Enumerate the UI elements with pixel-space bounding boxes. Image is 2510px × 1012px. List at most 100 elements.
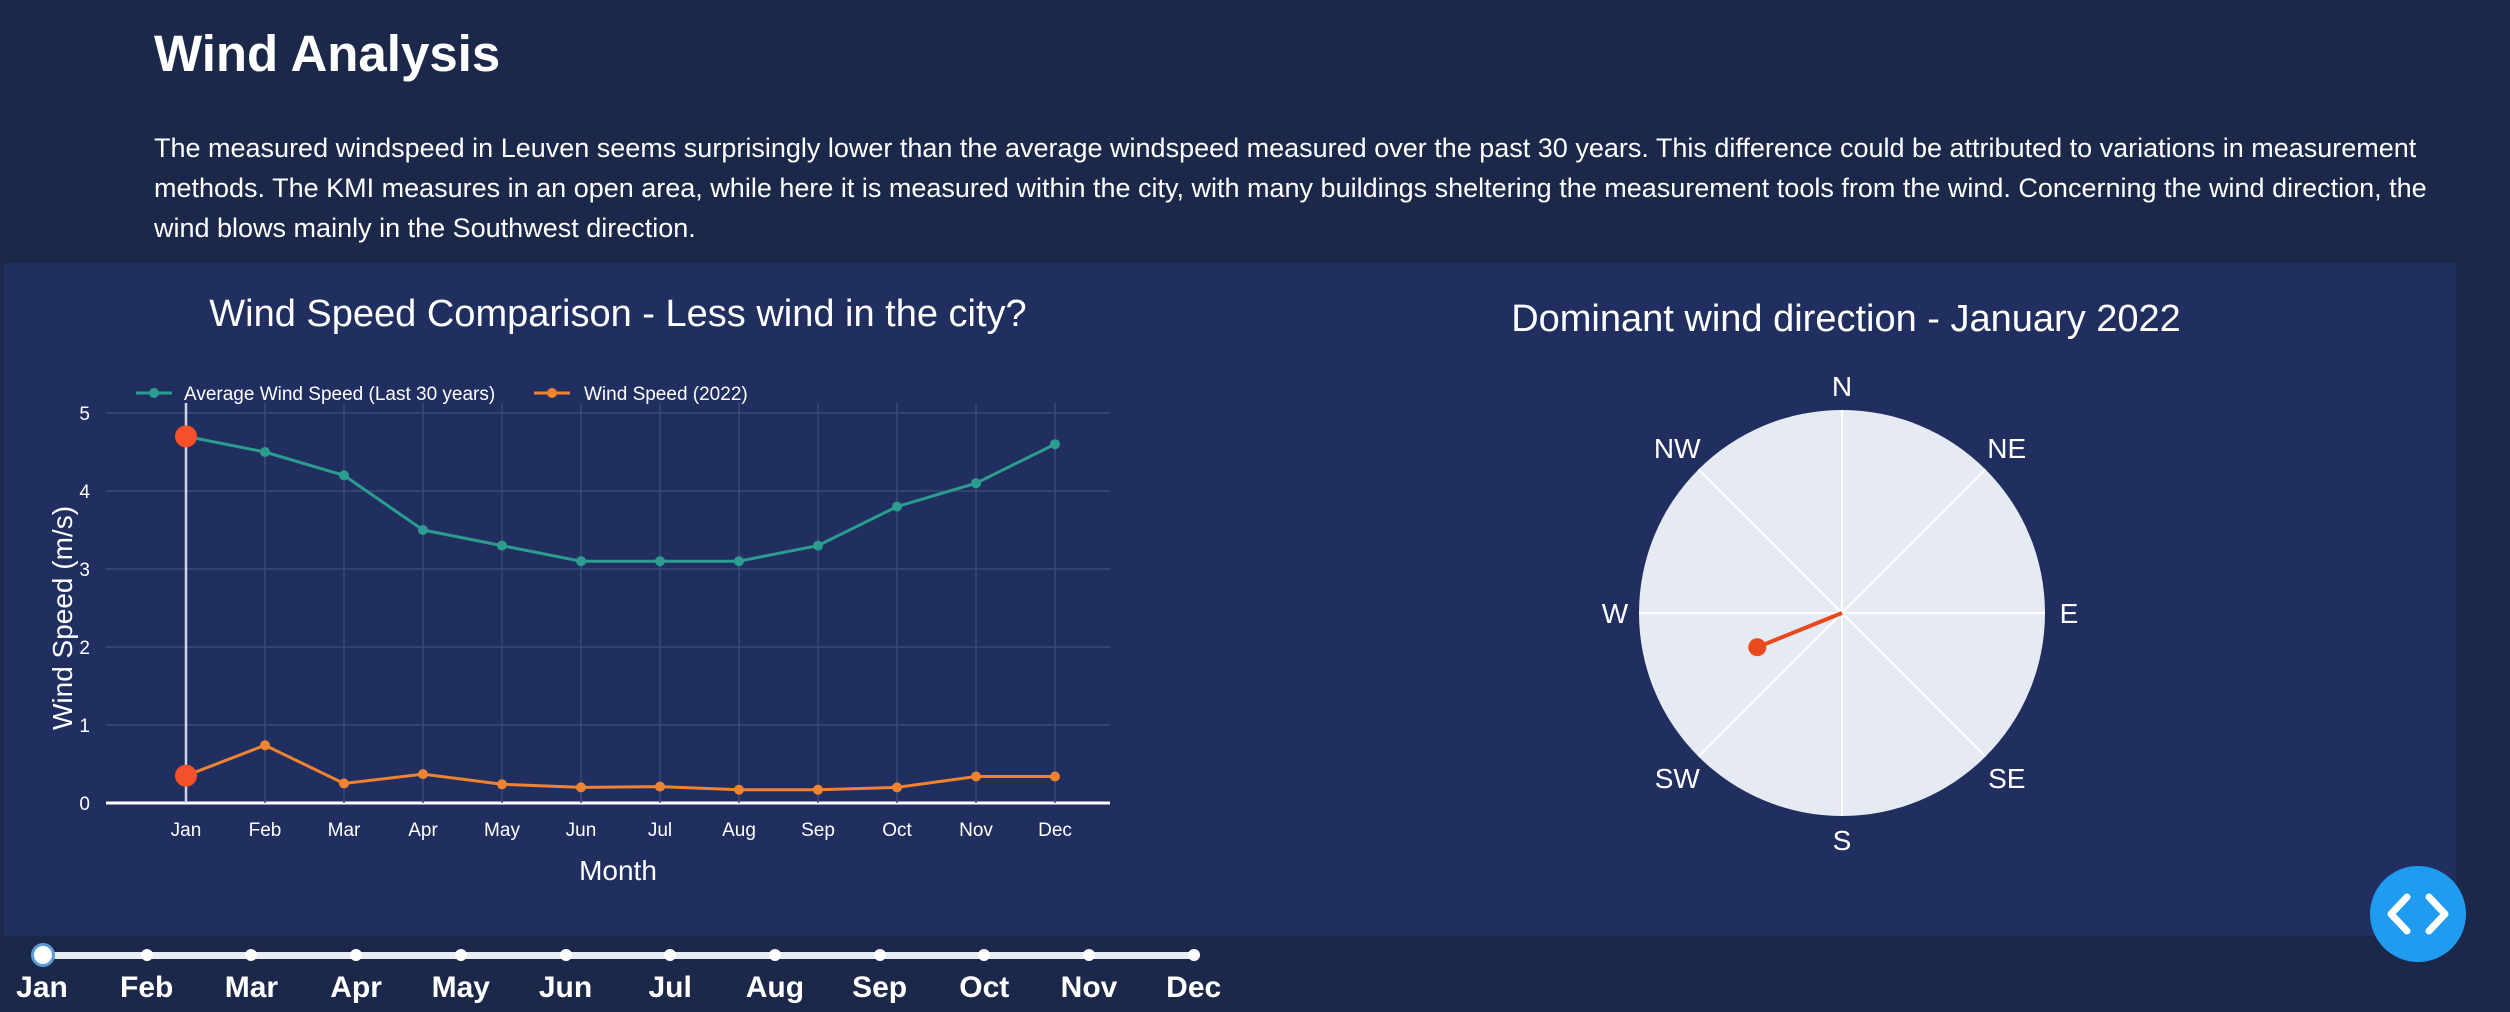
x-tick-label: Feb	[249, 820, 282, 841]
slider-label-aug[interactable]: Aug	[745, 971, 805, 1004]
direction-label: W	[1602, 598, 1629, 629]
direction-label: E	[2060, 598, 2079, 629]
direction-label: S	[1833, 825, 1852, 856]
data-point[interactable]	[971, 771, 981, 782]
direction-label: N	[1832, 371, 1852, 402]
month-slider[interactable]: Jan Feb Mar Apr May Jun Jul Aug Sep Oct Nov Dec	[0, 936, 1240, 1012]
direction-labels: N NE E SE S SW W NW	[1602, 371, 2079, 856]
slider-label-jan[interactable]: Jan	[16, 971, 68, 1004]
data-point[interactable]	[1050, 771, 1060, 782]
slider-step-dot[interactable]	[978, 949, 991, 961]
slider-step-dot[interactable]	[664, 949, 677, 961]
x-tick-label: Sep	[801, 820, 835, 841]
data-point[interactable]	[339, 778, 349, 789]
polar-spoke	[1841, 468, 1987, 614]
wind-direction-chart: Dominant wind direction - January 2022 N…	[1511, 298, 2181, 856]
slider-label-apr[interactable]: Apr	[330, 971, 382, 1004]
data-point[interactable]	[734, 784, 744, 795]
slider-step-dot[interactable]	[768, 949, 781, 961]
data-point[interactable]	[418, 769, 428, 780]
data-point[interactable]	[971, 478, 981, 489]
legend-marker-average	[149, 388, 159, 398]
y-tick-label: 5	[79, 404, 90, 425]
series-line-0	[185, 434, 1056, 563]
y-tick-label: 4	[79, 482, 90, 503]
needle-tip[interactable]	[1748, 638, 1767, 657]
y-tick-label: 0	[79, 794, 90, 815]
polar-spoke	[1697, 468, 1843, 614]
slider-label-sep[interactable]: Sep	[852, 971, 908, 1004]
code-toggle-button[interactable]	[2370, 866, 2466, 962]
y-tick-label: 2	[79, 638, 90, 659]
slider-label-nov[interactable]: Nov	[1060, 971, 1118, 1004]
legend-marker-2022	[547, 388, 557, 398]
data-point[interactable]	[497, 779, 507, 790]
x-tick-label: Apr	[408, 820, 438, 841]
y-tick-label: 3	[79, 560, 90, 581]
x-tick-label: Jun	[566, 820, 597, 841]
slider-label-jul[interactable]: Jul	[648, 971, 692, 1004]
slider-label-may[interactable]: May	[431, 971, 490, 1004]
line-chart-title: Wind Speed Comparison - Less wind in the…	[209, 293, 1026, 335]
x-tick-label: Jan	[171, 820, 202, 841]
line-chart-series	[175, 425, 1060, 795]
data-point[interactable]	[655, 781, 665, 792]
data-point[interactable]	[497, 540, 507, 551]
data-point[interactable]	[892, 501, 902, 512]
direction-label: SE	[1988, 763, 2025, 794]
data-point[interactable]	[655, 556, 665, 567]
series-line-1	[185, 743, 1055, 792]
x-tick-label: Oct	[882, 820, 912, 841]
slider-handle[interactable]	[31, 943, 55, 967]
slider-track[interactable]	[40, 952, 1192, 959]
data-point[interactable]	[418, 525, 428, 535]
data-point[interactable]	[260, 740, 270, 751]
slider-label-mar[interactable]: Mar	[224, 971, 279, 1004]
x-tick-label: Aug	[722, 820, 756, 841]
slider-step-dot[interactable]	[1187, 949, 1200, 961]
charts-panel: Wind Speed Comparison - Less wind in the…	[4, 263, 2456, 936]
data-point[interactable]	[339, 470, 349, 481]
data-point[interactable]	[576, 782, 586, 793]
data-point[interactable]	[260, 447, 270, 457]
legend[interactable]: Average Wind Speed (Last 30 years) Wind …	[136, 384, 748, 405]
slider-label-feb[interactable]: Feb	[120, 971, 174, 1004]
x-tick-label: Mar	[328, 820, 361, 841]
slider-label-dec[interactable]: Dec	[1166, 971, 1222, 1004]
highlighted-point[interactable]	[175, 764, 197, 787]
x-tick-label: Jul	[648, 820, 672, 841]
slider-step-dot[interactable]	[140, 949, 153, 961]
page-title: Wind Analysis	[154, 25, 501, 82]
data-point[interactable]	[813, 784, 823, 795]
y-tick-label: 1	[79, 716, 90, 737]
direction-label: NW	[1654, 433, 1701, 464]
direction-label: NE	[1987, 433, 2026, 464]
code-brackets-icon	[2387, 893, 2449, 935]
x-tick-label: May	[484, 820, 520, 841]
data-point[interactable]	[813, 540, 823, 551]
wind-speed-chart: Wind Speed Comparison - Less wind in the…	[47, 293, 1110, 886]
slider-step-dot[interactable]	[559, 949, 572, 961]
data-point[interactable]	[734, 556, 744, 567]
needle-line	[1756, 611, 1843, 650]
data-point[interactable]	[576, 556, 586, 567]
intro-paragraph: The measured windspeed in Leuven seems s…	[154, 133, 2427, 243]
slider-step-dot[interactable]	[350, 949, 363, 961]
slider-step-dot[interactable]	[245, 949, 258, 961]
polar-chart-title: Dominant wind direction - January 2022	[1511, 298, 2181, 340]
highlighted-point[interactable]	[175, 425, 197, 448]
x-axis-label: Month	[579, 855, 657, 886]
header: Wind Analysis The measured windspeed in …	[154, 22, 2454, 248]
y-axis-label: Wind Speed (m/s)	[47, 506, 78, 730]
direction-label: SW	[1655, 763, 1701, 794]
legend-label-average: Average Wind Speed (Last 30 years)	[184, 384, 495, 405]
data-point[interactable]	[1050, 439, 1060, 450]
legend-label-2022: Wind Speed (2022)	[584, 384, 748, 405]
x-tick-label: Nov	[959, 820, 993, 841]
slider-step-dot[interactable]	[454, 949, 467, 961]
slider-step-dot[interactable]	[873, 949, 886, 961]
slider-step-dot[interactable]	[1083, 949, 1095, 961]
slider-label-jun[interactable]: Jun	[538, 971, 593, 1004]
data-point[interactable]	[892, 782, 902, 793]
slider-label-oct[interactable]: Oct	[959, 971, 1010, 1004]
